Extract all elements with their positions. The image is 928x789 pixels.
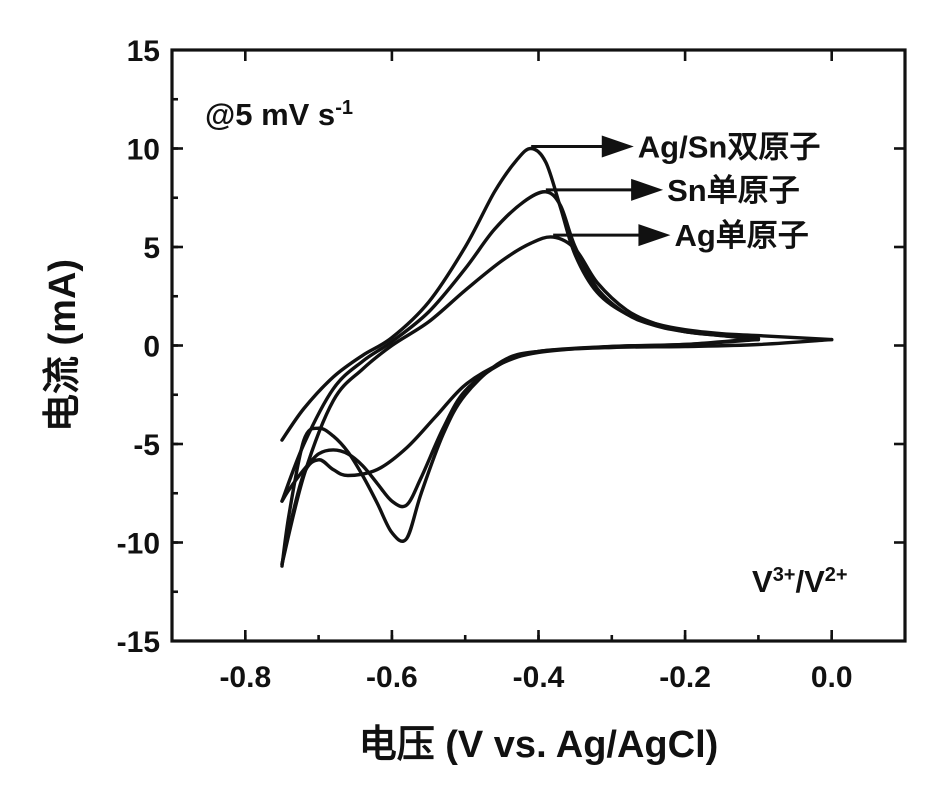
y-tick-label: -5 (133, 429, 160, 462)
redox-couple-annotation: V3+/V2+ (752, 564, 848, 599)
legend-arrow-head (638, 224, 671, 247)
y-tick-label: -15 (117, 626, 160, 659)
x-ticks: -0.8 -0.6 -0.4 -0.2 0.0 (170, 50, 907, 694)
y-axis-title: 电流 (mA) (42, 259, 84, 432)
x-tick-label: -0.6 (366, 661, 418, 694)
y-tick-label: 15 (127, 35, 160, 68)
scan-rate-annotation: @5 mV s-1 (205, 97, 353, 132)
x-axis-title: 电压 (V vs. Ag/AgCl) (359, 724, 719, 766)
y-tick-label: 10 (127, 134, 160, 167)
legend-label: Ag单原子 (674, 218, 808, 253)
y-tick-label: 0 (143, 331, 160, 364)
cv-curve-reverse-2 (280, 336, 761, 509)
cv-curve-reverse-1 (280, 337, 834, 568)
x-tick-label: -0.4 (513, 661, 565, 694)
x-tick-label: 0.0 (811, 661, 853, 694)
legend-arrows-layer (531, 135, 671, 247)
x-tick-label: -0.2 (659, 661, 711, 694)
legend-labels: Ag/Sn双原子 Sn单原子 Ag单原子 (638, 130, 821, 254)
cv-curve-forward-1 (280, 146, 834, 442)
y-ticks: -15 -10 -5 0 5 10 15 (117, 35, 905, 659)
legend-label: Sn单原子 (667, 173, 800, 208)
scan-rate-exponent: -1 (335, 97, 353, 119)
cv-curve-forward-2 (280, 190, 761, 503)
cv-curve-forward-3 (280, 235, 761, 566)
redox-sup1: 3+ (773, 564, 796, 586)
redox-slash-v2: /V (796, 564, 826, 599)
cv-curve-reverse-3 (280, 337, 761, 566)
curves-layer (280, 146, 834, 568)
redox-sup2: 2+ (825, 564, 848, 586)
scan-rate-text: @5 mV s (205, 97, 335, 132)
y-tick-label: 5 (143, 232, 160, 265)
y-tick-label: -10 (117, 528, 160, 561)
legend-arrow-head (601, 135, 634, 158)
redox-v1: V (752, 564, 773, 599)
x-tick-label: -0.8 (219, 661, 271, 694)
legend-label: Ag/Sn双原子 (638, 130, 821, 165)
legend-arrow-head (631, 178, 664, 201)
